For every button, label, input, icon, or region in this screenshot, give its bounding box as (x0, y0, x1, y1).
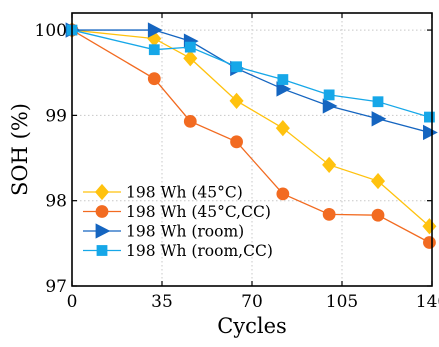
x-tick-label: 35 (151, 292, 173, 312)
data-point (231, 61, 242, 73)
x-tick-label: 70 (241, 292, 263, 312)
data-point (229, 92, 244, 109)
series-line (71, 29, 430, 118)
series-3 (66, 24, 435, 123)
data-point (276, 81, 292, 97)
data-point (276, 187, 290, 201)
series-2 (65, 22, 438, 141)
data-point (184, 41, 196, 53)
legend-label: 198 Wh (room,CC) (126, 242, 273, 260)
series-line (71, 29, 430, 244)
data-point (371, 111, 387, 127)
legend-marker (94, 183, 110, 201)
y-tick-label: 100 (35, 21, 67, 41)
y-axis-title: SOH (%) (8, 103, 32, 196)
data-point (423, 236, 436, 249)
legend-label: 198 Wh (45°C) (126, 184, 243, 202)
y-tick-label: 99 (45, 106, 67, 126)
data-point (275, 120, 290, 137)
y-tick-label: 98 (45, 192, 67, 212)
data-point (323, 89, 335, 101)
legend-label: 198 Wh (45°C,CC) (126, 203, 271, 221)
data-point (147, 22, 163, 38)
legend-entry: 198 Wh (45°C,CC) (83, 203, 271, 221)
data-point (148, 44, 160, 56)
data-point (371, 208, 385, 222)
legend-entry: 198 Wh (45°C) (83, 184, 243, 202)
data-point (370, 172, 386, 190)
legend-entry: 198 Wh (room,CC) (83, 242, 273, 260)
legend-marker (96, 245, 108, 256)
plot-frame (71, 12, 433, 287)
series-line (71, 29, 430, 227)
data-point (183, 50, 198, 67)
tick-label-layer: 0 35 70 105 140 97 98 99 100 (35, 21, 439, 312)
legend-entry: 198 Wh (room) (83, 223, 244, 241)
x-tick-label: 140 (416, 292, 439, 312)
legend-marker (95, 205, 109, 218)
series-layer (64, 21, 438, 249)
legend-marker (95, 223, 111, 239)
data-point (372, 96, 384, 108)
x-axis-title: Cycles (217, 314, 287, 338)
data-point (322, 98, 338, 114)
series-line (72, 29, 430, 134)
data-point (423, 124, 438, 141)
data-point (422, 218, 437, 235)
x-tick-label: 0 (67, 292, 78, 312)
y-tick-label: 97 (45, 277, 67, 297)
legend: 198 Wh (45°C)198 Wh (45°C,CC) 198 Wh (roo… (83, 184, 273, 260)
data-point (322, 156, 337, 173)
data-point (230, 135, 243, 149)
data-point (424, 111, 435, 123)
data-point (322, 207, 336, 221)
x-tick-label: 105 (326, 292, 358, 312)
data-point (277, 74, 289, 85)
legend-label: 198 Wh (room) (126, 223, 244, 241)
data-point (147, 72, 161, 86)
data-point (183, 114, 197, 128)
